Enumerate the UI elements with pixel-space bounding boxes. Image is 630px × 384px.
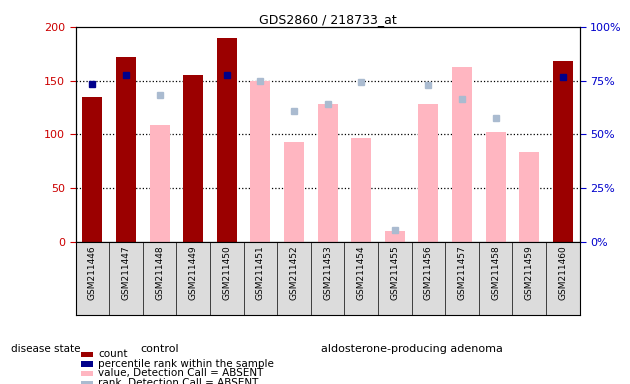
Text: disease state: disease state: [11, 344, 81, 354]
Text: GSM211460: GSM211460: [558, 246, 567, 300]
Bar: [217, 38, 237, 242]
Text: GSM211448: GSM211448: [155, 246, 164, 300]
Bar: [81, 361, 93, 367]
Bar: [81, 351, 93, 357]
Text: GSM211457: GSM211457: [457, 246, 466, 300]
Bar: [149, 125, 169, 242]
Bar: [418, 104, 438, 242]
Text: GSM211447: GSM211447: [122, 246, 130, 300]
Text: GSM211458: GSM211458: [491, 246, 500, 300]
Bar: [250, 81, 270, 242]
Bar: [83, 97, 103, 242]
Text: rank, Detection Call = ABSENT: rank, Detection Call = ABSENT: [98, 378, 259, 384]
Bar: [452, 67, 472, 242]
Text: aldosterone-producing adenoma: aldosterone-producing adenoma: [321, 344, 503, 354]
Bar: [183, 75, 203, 242]
Text: count: count: [98, 349, 128, 359]
Text: value, Detection Call = ABSENT: value, Detection Call = ABSENT: [98, 368, 263, 378]
Text: GSM211452: GSM211452: [290, 246, 299, 300]
Text: GSM211450: GSM211450: [222, 246, 231, 300]
Text: GSM211451: GSM211451: [256, 246, 265, 300]
Bar: [486, 132, 506, 242]
Text: GSM211449: GSM211449: [189, 246, 198, 300]
Text: percentile rank within the sample: percentile rank within the sample: [98, 359, 274, 369]
Bar: [351, 137, 371, 242]
Text: GSM211446: GSM211446: [88, 246, 97, 300]
Text: GSM211456: GSM211456: [424, 246, 433, 300]
Bar: [519, 152, 539, 242]
Bar: [116, 57, 136, 242]
Bar: [81, 381, 93, 384]
Title: GDS2860 / 218733_at: GDS2860 / 218733_at: [259, 13, 396, 26]
Bar: [385, 231, 405, 242]
Text: GSM211455: GSM211455: [391, 246, 399, 300]
Text: GSM211454: GSM211454: [357, 246, 365, 300]
Bar: [553, 61, 573, 242]
Text: control: control: [140, 344, 179, 354]
Bar: [284, 142, 304, 242]
Bar: [81, 371, 93, 376]
Text: GSM211459: GSM211459: [525, 246, 534, 300]
Text: GSM211453: GSM211453: [323, 246, 332, 300]
Bar: [318, 104, 338, 242]
